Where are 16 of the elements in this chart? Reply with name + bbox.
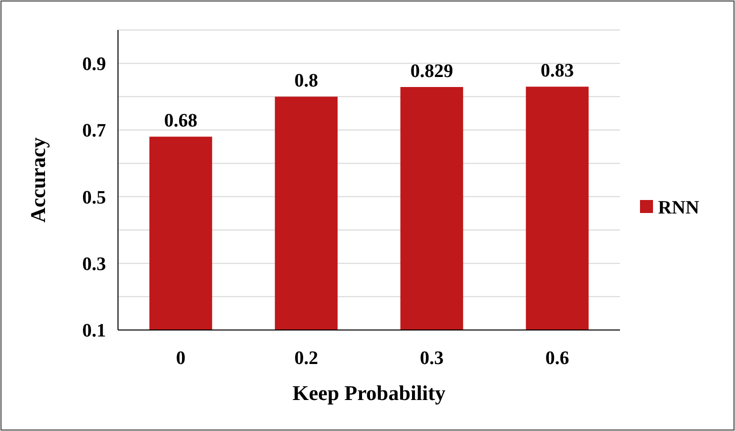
legend-label: RNN [658, 198, 700, 219]
x-tick-label: 0.2 [294, 348, 318, 369]
data-label: 0.68 [164, 110, 198, 132]
y-axis-title: Accuracy [26, 136, 50, 223]
x-axis-title: Keep Probability [292, 381, 446, 405]
data-label: 0.83 [540, 60, 574, 82]
x-tick-label: 0 [176, 348, 186, 369]
data-label: 0.829 [410, 61, 454, 82]
x-tick-label: 0.3 [420, 348, 444, 369]
y-tick-label: 0.9 [82, 54, 106, 75]
y-tick-label: 0.7 [82, 120, 106, 142]
x-tick-label: 0.6 [545, 348, 570, 369]
data-label: 0.8 [294, 70, 318, 92]
y-tick-label: 0.5 [82, 187, 106, 208]
y-tick-label: 0.3 [82, 254, 106, 275]
y-tick-label: 0.1 [82, 320, 106, 342]
